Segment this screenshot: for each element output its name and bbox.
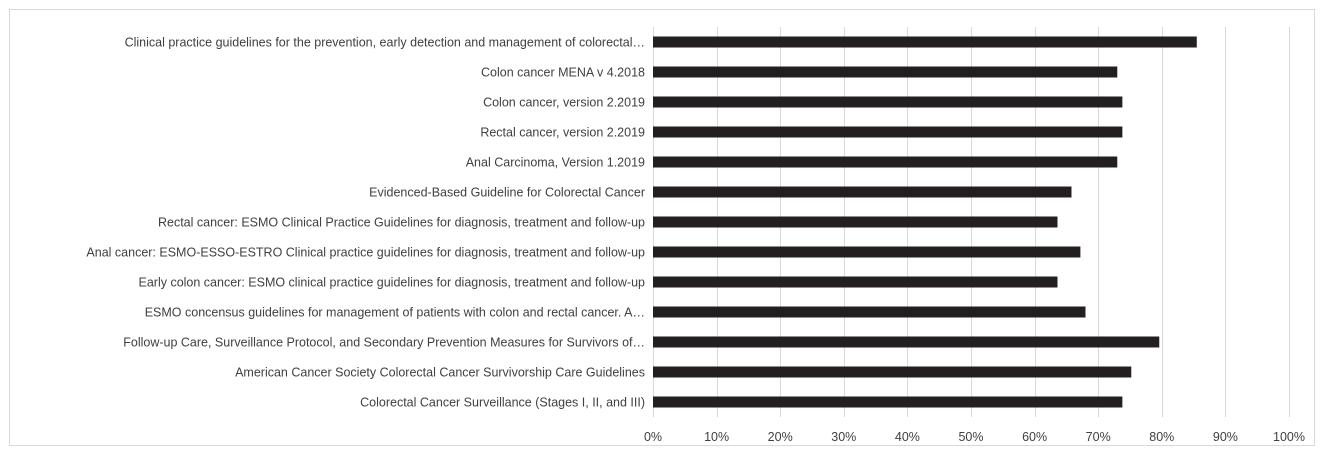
category-label: Rectal cancer, version 2.2019	[480, 126, 645, 140]
category-label: American Cancer Society Colorectal Cance…	[235, 366, 645, 380]
x-tick-label: 10%	[704, 430, 729, 444]
x-tick-label: 90%	[1213, 430, 1238, 444]
category-label: ESMO concensus guidelines for management…	[145, 306, 645, 320]
bar	[653, 126, 1123, 138]
x-tick-label: 60%	[1022, 430, 1047, 444]
x-tick-label: 30%	[831, 430, 856, 444]
bar	[653, 396, 1123, 408]
category-label: Rectal cancer: ESMO Clinical Practice Gu…	[158, 216, 645, 230]
x-tick-label: 50%	[958, 430, 983, 444]
category-label: Follow-up Care, Surveillance Protocol, a…	[123, 336, 645, 350]
x-tick-label: 20%	[768, 430, 793, 444]
category-label: Clinical practice guidelines for the pre…	[125, 36, 645, 50]
bar	[653, 366, 1132, 378]
category-label: Early colon cancer: ESMO clinical practi…	[139, 276, 646, 290]
category-label: Colorectal Cancer Surveillance (Stages I…	[360, 396, 645, 410]
category-label: Anal Carcinoma, Version 1.2019	[466, 156, 645, 170]
bar	[653, 96, 1123, 108]
x-tick-label: 100%	[1273, 430, 1305, 444]
bar	[653, 336, 1160, 348]
x-tick-label: 70%	[1086, 430, 1111, 444]
category-label: Colon cancer, version 2.2019	[483, 96, 645, 110]
bar	[653, 306, 1086, 318]
bar	[653, 156, 1118, 168]
x-tick-label: 40%	[895, 430, 920, 444]
bar	[653, 276, 1058, 288]
category-label: Colon cancer MENA v 4.2018	[481, 66, 645, 80]
bar	[653, 246, 1081, 258]
bar	[653, 66, 1118, 78]
bar	[653, 36, 1197, 48]
category-label: Anal cancer: ESMO-ESSO-ESTRO Clinical pr…	[86, 246, 645, 260]
category-label: Evidenced-Based Guideline for Colorectal…	[369, 186, 645, 200]
bar	[653, 216, 1058, 228]
bar	[653, 186, 1072, 198]
x-tick-label: 80%	[1149, 430, 1174, 444]
x-tick-label: 0%	[644, 430, 662, 444]
